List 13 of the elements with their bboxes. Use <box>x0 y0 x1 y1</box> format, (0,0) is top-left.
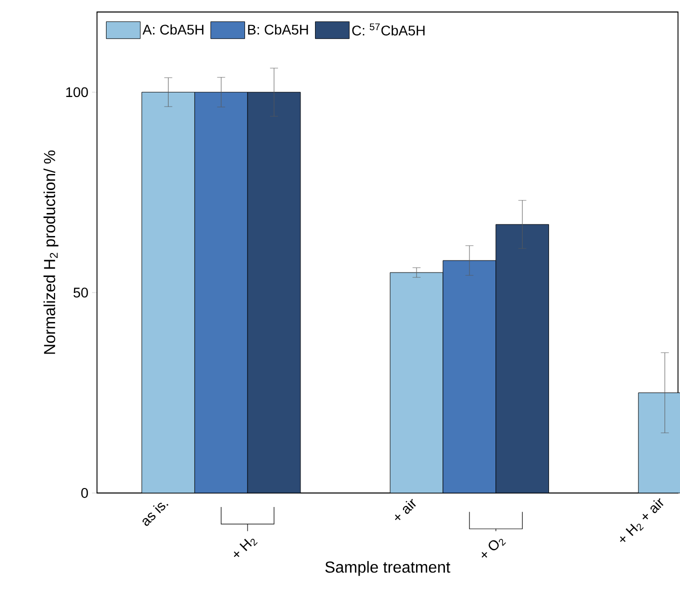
y-tick-label: 50 <box>74 288 88 298</box>
x-tick-label: as is. <box>142 502 168 526</box>
legend-label: B: CbA5H <box>248 24 308 35</box>
x-tick-label: + H$_{2}$ + air <box>620 498 664 542</box>
text: + H$_{2}$ <box>234 538 258 558</box>
y-tick-label: 100 <box>66 87 88 98</box>
legend-label: A: CbA5H <box>142 24 204 35</box>
y-tick-label: 0 <box>81 488 88 498</box>
text: + O$_{2}$ <box>482 538 506 558</box>
x-tick-label: + air <box>394 498 416 520</box>
legend-label: C: $^{57}$CbA5H <box>352 23 425 36</box>
y-axis-title: Normalized H$_{2}$ production/ % <box>44 150 58 354</box>
x-axis-title: Sample treatment <box>325 561 450 576</box>
